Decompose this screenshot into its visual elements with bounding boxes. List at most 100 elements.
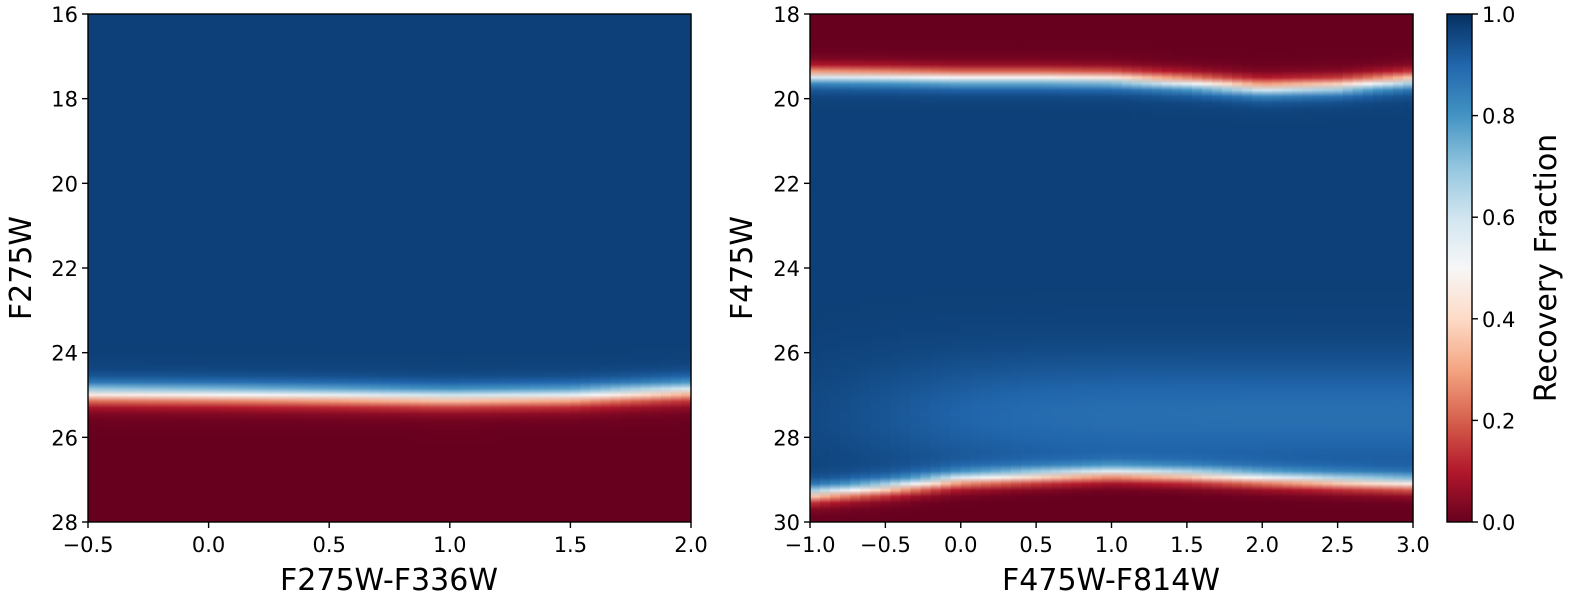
heatmap-column (990, 14, 1002, 522)
heatmap-column (860, 14, 871, 522)
heatmap-column (1352, 14, 1364, 522)
heatmap-column (880, 14, 891, 522)
heatmap-column (900, 14, 912, 522)
heatmap-column (830, 14, 841, 522)
heatmap-column (299, 14, 310, 522)
heatmap-column (1282, 14, 1293, 522)
y-tick-label: 16 (51, 3, 78, 27)
heatmap-column (1141, 14, 1153, 522)
heatmap-column (1011, 14, 1022, 522)
colorbar-frame (1446, 13, 1473, 523)
x-tick-label: 2.5 (1321, 533, 1354, 557)
heatmap-column (550, 14, 561, 522)
heatmap-column (1222, 14, 1233, 522)
heatmap-column (630, 14, 642, 522)
left-panel: −0.5 0.0 0.5 1.0 1.5 2.0 16 18 20 22 24 26 28 F275W… (4, 3, 708, 598)
heatmap-column (1262, 14, 1273, 522)
heatmap-column (449, 14, 461, 522)
heatmap-column (459, 14, 471, 522)
heatmap-column (1131, 14, 1143, 522)
heatmap-column (500, 14, 511, 522)
heatmap-column (1382, 14, 1394, 522)
heatmap-column (1181, 14, 1193, 522)
heatmap-column (1342, 14, 1354, 522)
y-tick-label: 18 (773, 3, 800, 27)
right-y-ticks: 18 20 22 24 26 28 30 (773, 3, 810, 535)
colorbar-gradient (1447, 14, 1472, 522)
heatmap-column (198, 14, 210, 522)
right-x-axis-title: F475W-F814W (1002, 563, 1220, 598)
heatmap-column (258, 14, 270, 522)
heatmap-column (1021, 14, 1032, 522)
heatmap-column (248, 14, 260, 522)
y-tick-label: 30 (773, 511, 800, 535)
heatmap-column (1000, 14, 1012, 522)
colorbar-tick-label: 0.2 (1482, 409, 1515, 433)
heatmap-column (1081, 14, 1092, 522)
heatmap-column (1252, 14, 1263, 522)
heatmap-column (329, 14, 340, 522)
y-tick-label: 26 (51, 426, 78, 450)
heatmap-column (309, 14, 320, 522)
heatmap-column (148, 14, 159, 522)
y-tick-label: 22 (773, 172, 800, 196)
heatmap-column (650, 14, 662, 522)
heatmap-column (1151, 14, 1163, 522)
heatmap-column (1171, 14, 1183, 522)
y-tick-label: 18 (51, 88, 78, 112)
heatmap-column (1302, 14, 1314, 522)
heatmap-column (620, 14, 632, 522)
left-y-axis-title: F275W (4, 216, 39, 320)
x-tick-label: 2.0 (674, 533, 707, 557)
y-tick-label: 22 (51, 257, 78, 281)
heatmap-column (188, 14, 200, 522)
heatmap-column (490, 14, 501, 522)
heatmap-column (118, 14, 129, 522)
heatmap-column (339, 14, 350, 522)
heatmap-column (660, 14, 672, 522)
heatmap-column (1392, 14, 1404, 522)
heatmap-column (439, 14, 451, 522)
left-x-ticks: −0.5 0.0 0.5 1.0 1.5 2.0 (63, 522, 708, 557)
y-tick-label: 20 (51, 172, 78, 196)
heatmap-column (670, 14, 682, 522)
heatmap-column (1322, 14, 1334, 522)
heatmap-column (520, 14, 531, 522)
heatmap-column (1272, 14, 1283, 522)
left-x-axis-title: F275W-F336W (280, 563, 498, 598)
heatmap-column (389, 14, 401, 522)
left-y-ticks: 16 18 20 22 24 26 28 (51, 3, 88, 535)
heatmap-column (409, 14, 421, 522)
heatmap-column (1101, 14, 1113, 522)
x-tick-label: 1.0 (1095, 533, 1128, 557)
heatmap-column (820, 14, 831, 522)
heatmap-column (1161, 14, 1173, 522)
heatmap-column (1111, 14, 1123, 522)
heatmap-column (1031, 14, 1042, 522)
heatmap-column (850, 14, 861, 522)
x-tick-label: −0.5 (860, 533, 911, 557)
heatmap-column (128, 14, 139, 522)
heatmap-column (359, 14, 370, 522)
y-tick-label: 24 (51, 342, 78, 366)
heatmap-column (840, 14, 851, 522)
heatmap-column (178, 14, 190, 522)
y-tick-label: 24 (773, 257, 800, 281)
heatmap-column (910, 14, 922, 522)
x-tick-label: −0.5 (63, 533, 114, 557)
heatmap-column (1312, 14, 1324, 522)
heatmap-column (1362, 14, 1374, 522)
heatmap-column (1372, 14, 1384, 522)
heatmap-column (530, 14, 541, 522)
heatmap-column (228, 14, 240, 522)
heatmap-column (1191, 14, 1203, 522)
colorbar-tick-label: 0.0 (1482, 511, 1515, 535)
heatmap-column (208, 14, 220, 522)
heatmap-column (1051, 14, 1062, 522)
heatmap-column (399, 14, 411, 522)
right-panel: −1.0 −0.5 0.0 0.5 1.0 1.5 2.0 2.5 3.0 18 20 22 24 26… (725, 3, 1430, 598)
right-heatmap (810, 14, 1414, 522)
heatmap-column (1232, 14, 1243, 522)
heatmap-column (138, 14, 149, 522)
